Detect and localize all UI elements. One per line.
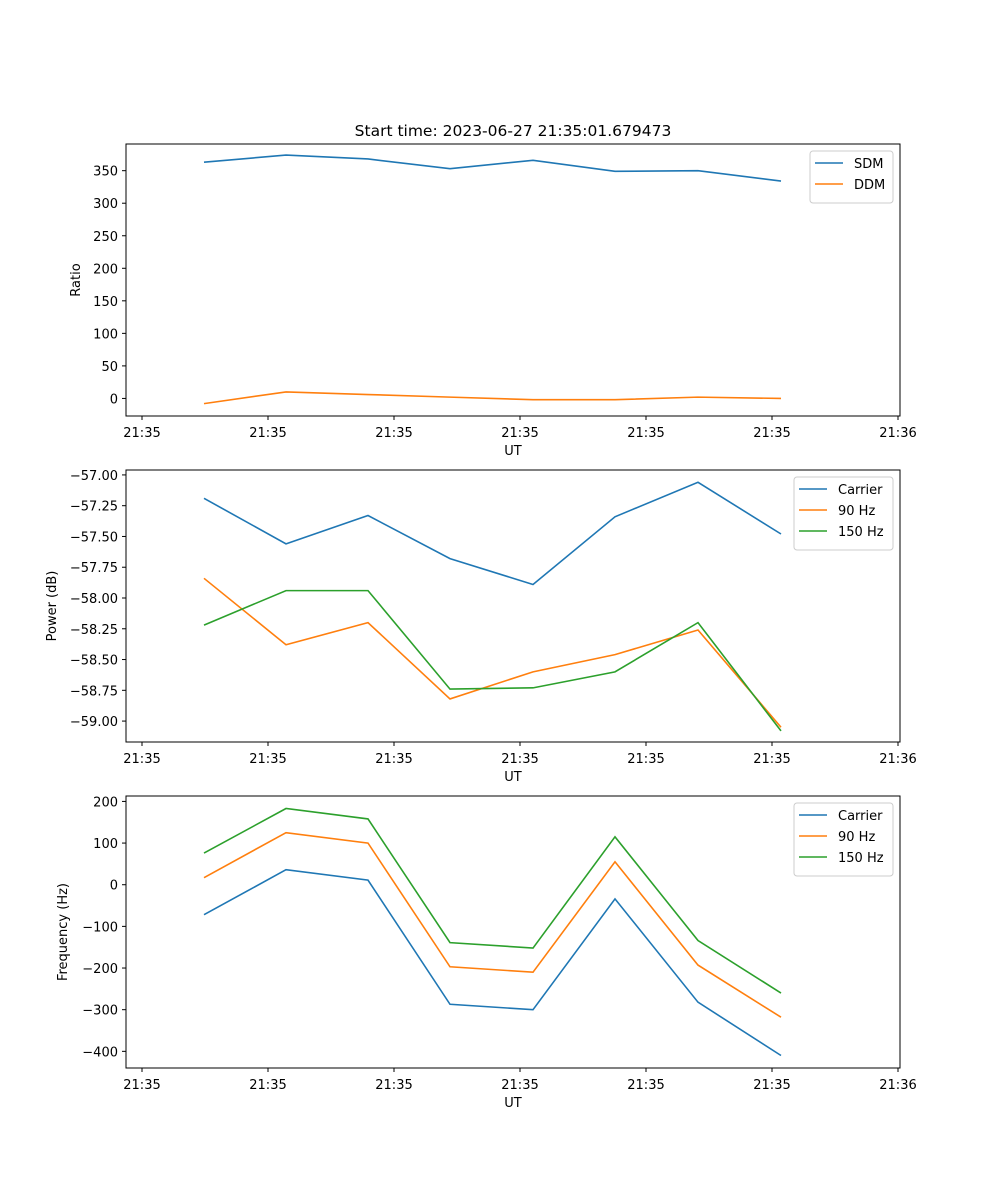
- x-tick-label: 21:35: [627, 752, 664, 767]
- y-tick-label: 50: [101, 360, 118, 375]
- x-tick-label: 21:35: [501, 752, 538, 767]
- y-tick-label: 200: [93, 262, 118, 277]
- x-tick-label: 21:35: [375, 1078, 412, 1093]
- x-tick-label: 21:35: [627, 1078, 664, 1093]
- y-tick-label: −100: [82, 920, 118, 935]
- y-tick-label: −57.00: [70, 469, 118, 484]
- y-tick-label: −400: [82, 1045, 118, 1060]
- legend-label: 90 Hz: [838, 504, 875, 519]
- panel-1: 21:35 21:35 21:35 21:35 21:35 21:35 21:36 0 50 10…: [69, 143, 917, 459]
- x-axis-label: UT: [504, 1096, 522, 1111]
- y-tick-label: 0: [110, 879, 118, 894]
- legend-box: [809, 150, 894, 204]
- legend-label: 90 Hz: [838, 830, 875, 845]
- panel-2: 21:35 21:35 21:35 21:35 21:35 21:35 21:36 −59.0…: [45, 469, 917, 785]
- x-tick-label: 21:35: [249, 1078, 286, 1093]
- y-tick-label: −200: [82, 962, 118, 977]
- series-line-carrier: [203, 868, 782, 1057]
- x-tick-label: 21:35: [375, 426, 412, 441]
- y-tick-label: −58.75: [70, 684, 118, 699]
- legend: Carrier 90 Hz 150 Hz: [793, 802, 894, 877]
- y-tick-label: −300: [82, 1004, 118, 1019]
- figure-title: Start time: 2023-06-27 21:35:01.679473: [355, 122, 672, 140]
- y-axis-label: Frequency (Hz): [56, 883, 71, 981]
- y-tick-label: −58.00: [70, 592, 118, 607]
- y-tick-label: −57.50: [70, 530, 118, 545]
- legend: SDM DDM: [809, 150, 894, 204]
- legend: Carrier 90 Hz 150 Hz: [793, 476, 894, 551]
- axes-frame: [125, 143, 901, 417]
- y-axis-label: Ratio: [69, 263, 84, 296]
- x-tick-label: 21:35: [753, 752, 790, 767]
- series-line-90-hz: [203, 577, 782, 728]
- y-tick-label: 350: [93, 165, 118, 180]
- y-tick-label: 150: [93, 295, 118, 310]
- x-tick-label: 21:35: [123, 1078, 160, 1093]
- x-tick-label: 21:35: [375, 752, 412, 767]
- series-line-90-hz: [203, 831, 782, 1018]
- series-line-150-hz: [203, 589, 782, 732]
- legend-label: SDM: [854, 157, 883, 172]
- x-tick-label: 21:35: [249, 752, 286, 767]
- y-tick-label: 300: [93, 197, 118, 212]
- axes-frame: [125, 795, 901, 1069]
- y-tick-label: 100: [93, 327, 118, 342]
- series-line-ddm: [203, 391, 782, 405]
- y-tick-label: −59.00: [70, 715, 118, 730]
- series-line-sdm: [203, 154, 782, 182]
- x-tick-label: 21:35: [123, 752, 160, 767]
- x-axis-label: UT: [504, 444, 522, 459]
- x-tick-label: 21:35: [753, 426, 790, 441]
- y-tick-label: −57.25: [70, 500, 118, 515]
- legend-label: Carrier: [838, 809, 883, 824]
- y-tick-label: 250: [93, 230, 118, 245]
- x-tick-label: 21:35: [249, 426, 286, 441]
- y-tick-label: 100: [93, 837, 118, 852]
- y-tick-label: −58.25: [70, 623, 118, 638]
- legend-label: Carrier: [838, 483, 883, 498]
- legend-label: 150 Hz: [838, 525, 884, 540]
- x-tick-label: 21:35: [123, 426, 160, 441]
- y-tick-label: 200: [93, 795, 118, 810]
- x-tick-label: 21:35: [753, 1078, 790, 1093]
- y-tick-label: −57.75: [70, 561, 118, 576]
- x-tick-label: 21:35: [501, 1078, 538, 1093]
- x-tick-label: 21:35: [627, 426, 664, 441]
- x-tick-label: 21:36: [879, 752, 916, 767]
- x-axis-label: UT: [504, 770, 522, 785]
- axes-frame: [125, 469, 901, 743]
- series-line-150-hz: [203, 807, 782, 994]
- y-tick-label: 0: [110, 392, 118, 407]
- x-tick-label: 21:35: [501, 426, 538, 441]
- y-tick-label: −58.50: [70, 654, 118, 669]
- x-tick-label: 21:36: [879, 426, 916, 441]
- legend-label: DDM: [854, 178, 885, 193]
- y-axis-label: Power (dB): [45, 571, 60, 642]
- series-line-carrier: [203, 481, 782, 586]
- legend-label: 150 Hz: [838, 851, 884, 866]
- panel-3: 21:35 21:35 21:35 21:35 21:35 21:35 21:36 −400 −…: [56, 795, 917, 1111]
- x-tick-label: 21:36: [879, 1078, 916, 1093]
